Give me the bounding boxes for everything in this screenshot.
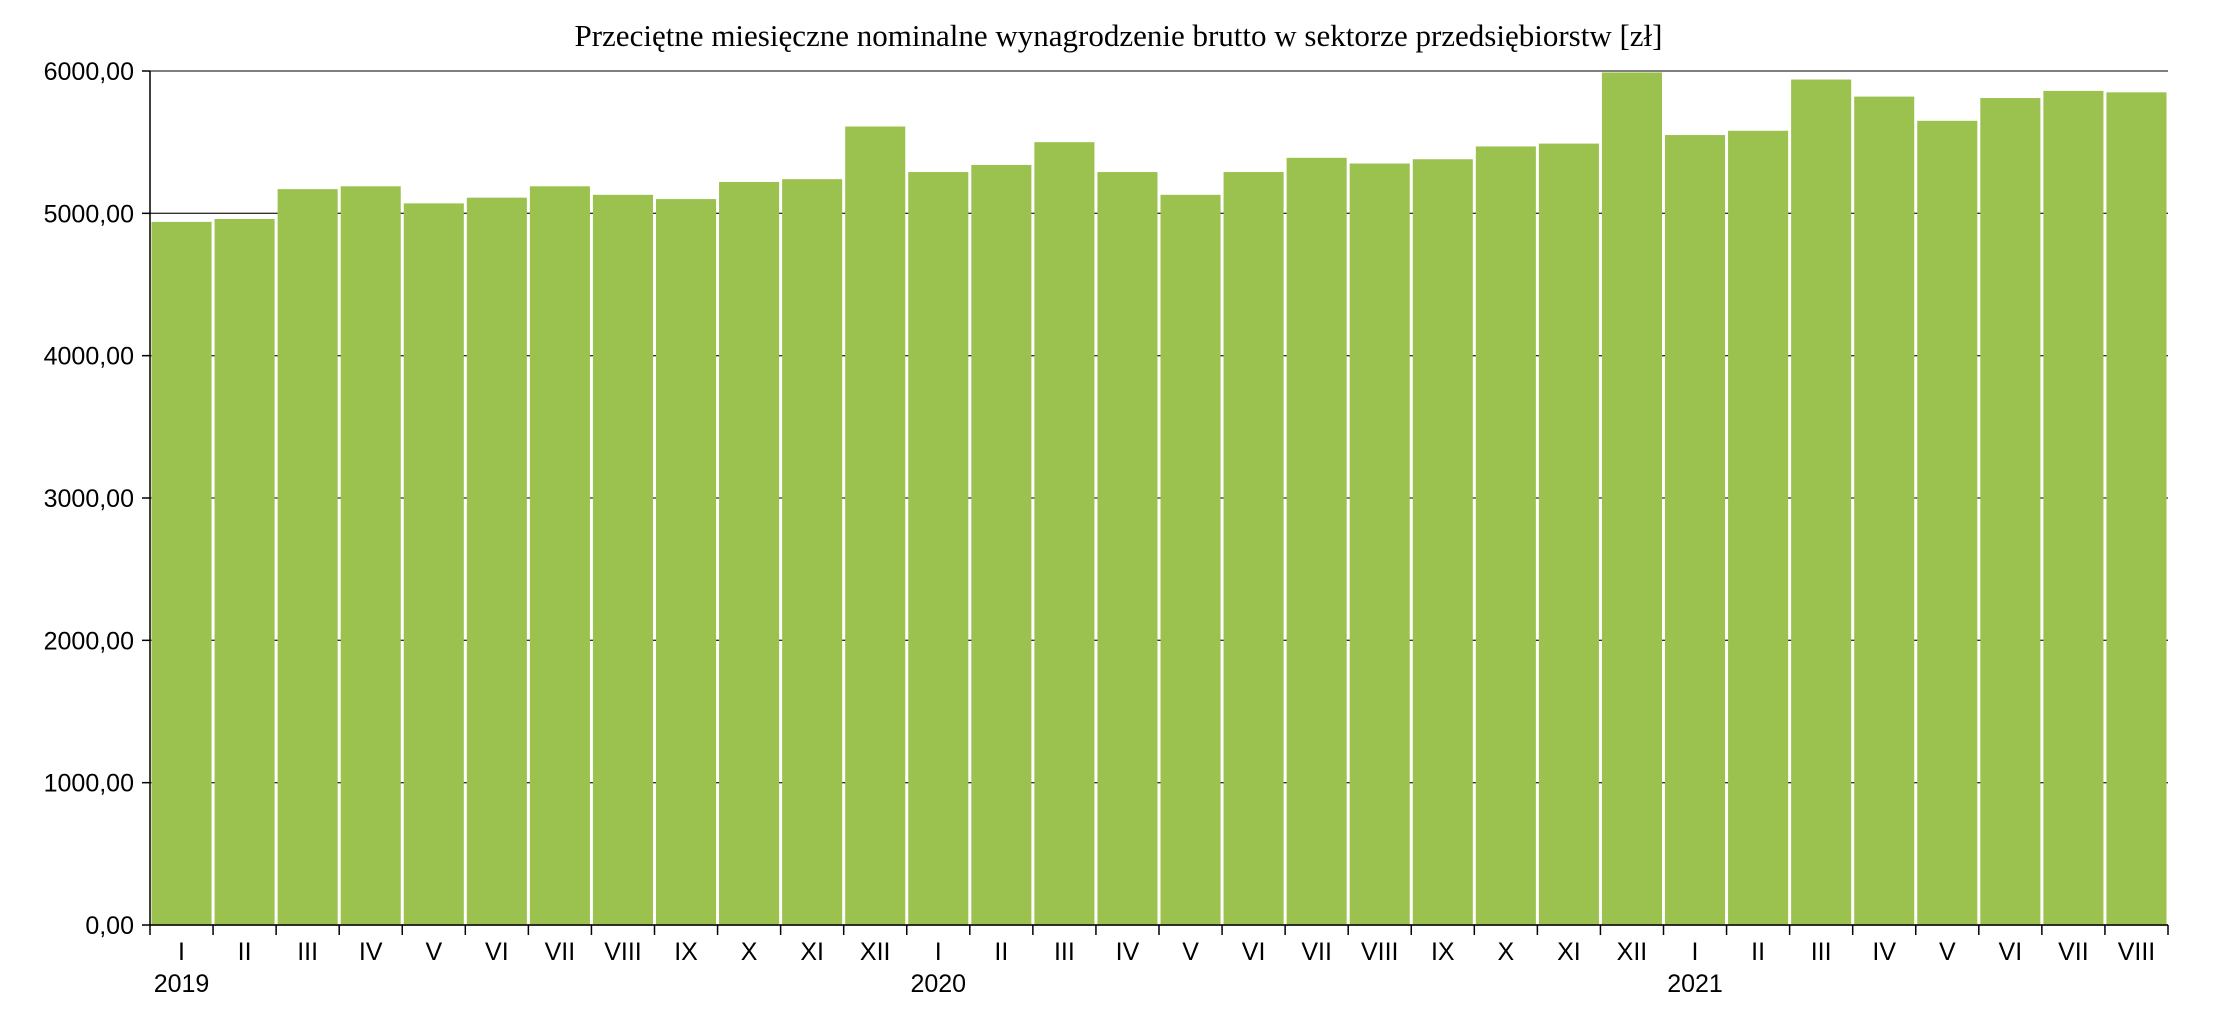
bar <box>656 199 717 926</box>
x-tick-label: X <box>741 938 758 966</box>
x-tick-label: XII <box>860 938 891 966</box>
year-label: 2020 <box>910 970 966 998</box>
bar <box>1034 142 1095 925</box>
x-tick-label: I <box>178 938 185 966</box>
x-tick-label: XI <box>1557 938 1581 966</box>
bar <box>1160 194 1221 925</box>
bar <box>151 221 212 925</box>
chart-title: Przeciętne miesięczne nominalne wynagrod… <box>574 18 1663 53</box>
x-tick-label: III <box>1811 938 1832 966</box>
x-tick-label: XII <box>1617 938 1648 966</box>
x-tick-label: VIII <box>604 938 642 966</box>
x-tick-label: IV <box>1116 938 1140 966</box>
bar <box>1097 172 1158 926</box>
y-tick-label: 4000,00 <box>44 343 134 371</box>
y-tick-label: 5000,00 <box>44 200 134 228</box>
bar <box>2106 92 2167 926</box>
bar <box>1286 157 1347 925</box>
bar <box>1854 96 1915 926</box>
x-tick-label: V <box>1939 938 1956 966</box>
x-tick-label: II <box>238 938 252 966</box>
x-tick-label: VII <box>545 938 576 966</box>
bar <box>1917 120 1978 926</box>
bar <box>1349 163 1410 925</box>
bar <box>214 219 275 925</box>
year-label: 2019 <box>154 970 210 998</box>
y-tick-label: 3000,00 <box>44 485 134 513</box>
x-tick-label: I <box>1692 938 1699 966</box>
bar <box>340 186 401 926</box>
x-tick-label: VI <box>1999 938 2023 966</box>
bar <box>277 189 338 926</box>
bar <box>1412 159 1473 925</box>
y-tick-label: 1000,00 <box>44 770 134 798</box>
bar <box>1538 143 1599 926</box>
bar <box>403 203 464 925</box>
x-tick-label: VII <box>1301 938 1332 966</box>
bar <box>782 179 843 925</box>
x-tick-label: IX <box>674 938 698 966</box>
x-tick-label: XI <box>800 938 824 966</box>
x-tick-label: I <box>935 938 942 966</box>
y-tick-label: 6000,00 <box>44 58 134 86</box>
year-label: 2021 <box>1667 970 1723 998</box>
bar <box>1223 172 1284 926</box>
bar <box>845 126 906 925</box>
bar <box>719 182 780 925</box>
x-tick-label: IV <box>359 938 383 966</box>
y-tick-label: 0,00 <box>85 912 134 940</box>
x-tick-label: VI <box>1242 938 1266 966</box>
x-tick-label: II <box>1751 938 1765 966</box>
x-tick-label: IX <box>1431 938 1455 966</box>
x-tick-label: X <box>1498 938 1515 966</box>
bar <box>1601 72 1662 925</box>
bar <box>592 194 653 925</box>
x-tick-label: II <box>994 938 1008 966</box>
x-tick-label: VI <box>485 938 509 966</box>
x-tick-label: V <box>1182 938 1199 966</box>
x-tick-label: III <box>297 938 318 966</box>
bar <box>908 172 969 926</box>
x-tick-label: VII <box>2058 938 2089 966</box>
x-tick-label: IV <box>1872 938 1896 966</box>
bar <box>466 197 527 926</box>
x-tick-label: V <box>425 938 442 966</box>
bar <box>1665 135 1726 926</box>
x-tick-label: III <box>1054 938 1075 966</box>
bar <box>971 164 1032 925</box>
bar <box>1728 130 1789 925</box>
bar <box>1980 98 2041 925</box>
x-tick-label: VIII <box>1361 938 1399 966</box>
bar <box>2043 90 2104 926</box>
x-tick-label: VIII <box>2118 938 2156 966</box>
bar <box>1475 146 1536 926</box>
y-tick-label: 2000,00 <box>44 627 134 655</box>
bar <box>1791 79 1852 926</box>
bar <box>529 186 590 926</box>
